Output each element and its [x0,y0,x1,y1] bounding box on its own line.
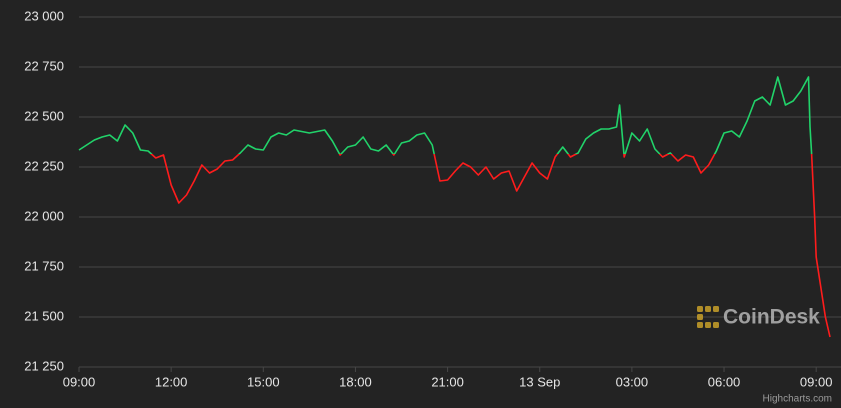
y-tick-label: 22 000 [24,208,64,223]
x-tick-label: 13 Sep [519,374,560,389]
y-tick-label: 22 250 [24,158,64,173]
x-tick-label: 03:00 [616,374,649,389]
price-line [78,76,831,338]
credits: Highcharts.com [763,394,832,405]
x-tick-label: 06:00 [708,374,741,389]
x-tick-label: 15:00 [247,374,280,389]
x-tick-label: 21:00 [431,374,464,389]
x-tick-label: 18:00 [339,374,372,389]
y-tick-label: 23 000 [24,8,64,23]
x-tick-label: 09:00 [800,374,833,389]
y-tick-label: 22 750 [24,58,64,73]
x-tick-label: 09:00 [63,374,96,389]
y-tick-label: 21 750 [24,258,64,273]
y-tick-label: 22 500 [24,108,64,123]
watermark-logo [697,306,719,328]
watermark: CoinDesk [723,306,820,329]
x-tick-label: 12:00 [155,374,188,389]
y-tick-label: 21 500 [24,308,64,323]
y-tick-label: 21 250 [24,358,64,373]
